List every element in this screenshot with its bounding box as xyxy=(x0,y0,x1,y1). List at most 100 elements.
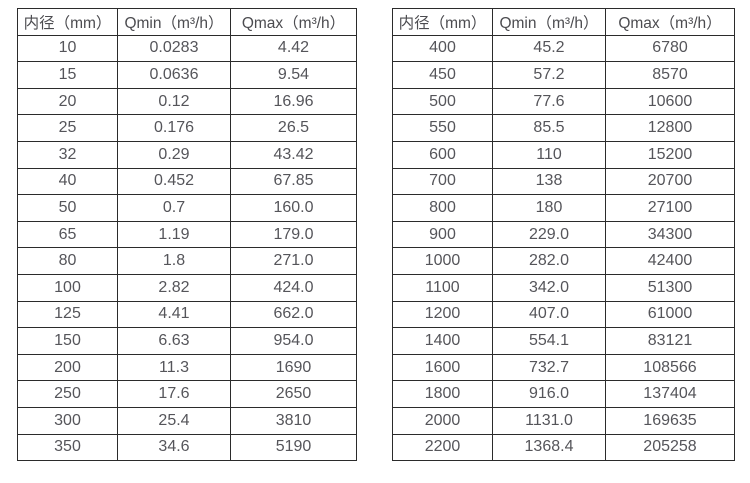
diameter-cell: 550 xyxy=(392,114,493,142)
qmin-cell: 342.0 xyxy=(492,273,606,302)
table-row: 2000 1131.0 169635 xyxy=(392,406,735,435)
diameter-cell: 250 xyxy=(17,380,118,408)
qmin-cell: 0.452 xyxy=(117,167,231,196)
qmin-cell: 0.0636 xyxy=(117,61,231,89)
diameter-cell: 200 xyxy=(17,353,118,382)
table-row: 40 0.452 67.85 xyxy=(17,167,357,196)
qmin-cell: 1.19 xyxy=(117,220,231,249)
qmax-cell: 179.0 xyxy=(230,220,357,249)
diameter-cell: 500 xyxy=(392,87,493,116)
table-row: 1000 282.0 42400 xyxy=(392,247,735,275)
table-row: 450 57.2 8570 xyxy=(392,61,735,89)
diameter-cell: 350 xyxy=(17,433,118,462)
col-header-qmax: Qmax（m³/h） xyxy=(605,8,735,36)
col-header-diameter: 内径（mm） xyxy=(17,8,118,36)
table-row: 500 77.6 10600 xyxy=(392,87,735,116)
qmax-cell: 662.0 xyxy=(230,300,357,329)
table-row: 80 1.8 271.0 xyxy=(17,247,357,275)
table-row: 1800 916.0 137404 xyxy=(392,380,735,408)
table-row: 65 1.19 179.0 xyxy=(17,220,357,249)
header-row: 内径（mm） Qmin（m³/h） Qmax（m³/h） xyxy=(17,8,357,36)
qmin-cell: 85.5 xyxy=(492,114,606,142)
qmin-cell: 6.63 xyxy=(117,327,231,355)
qmin-cell: 554.1 xyxy=(492,327,606,355)
diameter-cell: 1100 xyxy=(392,273,493,302)
diameter-cell: 50 xyxy=(17,194,118,222)
diameter-cell: 100 xyxy=(17,273,118,302)
qmax-cell: 160.0 xyxy=(230,194,357,222)
table-row: 20 0.12 16.96 xyxy=(17,87,357,116)
qmax-cell: 108566 xyxy=(605,353,735,382)
qmax-cell: 2650 xyxy=(230,380,357,408)
table-row: 250 17.6 2650 xyxy=(17,380,357,408)
qmin-cell: 1.8 xyxy=(117,247,231,275)
diameter-cell: 900 xyxy=(392,220,493,249)
qmax-cell: 27100 xyxy=(605,194,735,222)
qmax-cell: 205258 xyxy=(605,433,735,462)
diameter-cell: 2200 xyxy=(392,433,493,462)
qmin-cell: 1368.4 xyxy=(492,433,606,462)
qmin-cell: 34.6 xyxy=(117,433,231,462)
table-row: 125 4.41 662.0 xyxy=(17,300,357,329)
qmin-cell: 916.0 xyxy=(492,380,606,408)
qmin-cell: 282.0 xyxy=(492,247,606,275)
table-row: 15 0.0636 9.54 xyxy=(17,61,357,89)
table-row: 100 2.82 424.0 xyxy=(17,273,357,302)
qmax-cell: 12800 xyxy=(605,114,735,142)
diameter-cell: 80 xyxy=(17,247,118,275)
diameter-cell: 10 xyxy=(17,34,118,63)
qmin-cell: 11.3 xyxy=(117,353,231,382)
qmin-cell: 110 xyxy=(492,140,606,169)
diameter-cell: 700 xyxy=(392,167,493,196)
table-row: 400 45.2 6780 xyxy=(392,34,735,63)
table-row: 200 11.3 1690 xyxy=(17,353,357,382)
diameter-cell: 25 xyxy=(17,114,118,142)
table-row: 1200 407.0 61000 xyxy=(392,300,735,329)
diameter-cell: 300 xyxy=(17,406,118,435)
table-row: 10 0.0283 4.42 xyxy=(17,34,357,63)
flow-table-large-diameters: 内径（mm） Qmin（m³/h） Qmax（m³/h） 400 45.2 6780… xyxy=(392,8,735,462)
qmin-cell: 732.7 xyxy=(492,353,606,382)
table-row: 900 229.0 34300 xyxy=(392,220,735,249)
qmin-cell: 229.0 xyxy=(492,220,606,249)
qmin-cell: 4.41 xyxy=(117,300,231,329)
qmax-cell: 83121 xyxy=(605,327,735,355)
table-row: 1100 342.0 51300 xyxy=(392,273,735,302)
table-body: 10 0.0283 4.42 15 0.0636 9.54 20 0.12 16.96 25 0.1… xyxy=(17,34,357,462)
qmin-cell: 77.6 xyxy=(492,87,606,116)
qmin-cell: 180 xyxy=(492,194,606,222)
table-row: 300 25.4 3810 xyxy=(17,406,357,435)
qmax-cell: 424.0 xyxy=(230,273,357,302)
qmax-cell: 954.0 xyxy=(230,327,357,355)
table-row: 25 0.176 26.5 xyxy=(17,114,357,142)
diameter-cell: 1400 xyxy=(392,327,493,355)
diameter-cell: 1600 xyxy=(392,353,493,382)
qmin-cell: 57.2 xyxy=(492,61,606,89)
diameter-cell: 15 xyxy=(17,61,118,89)
diameter-cell: 32 xyxy=(17,140,118,169)
qmax-cell: 8570 xyxy=(605,61,735,89)
qmax-cell: 9.54 xyxy=(230,61,357,89)
table-row: 700 138 20700 xyxy=(392,167,735,196)
qmax-cell: 10600 xyxy=(605,87,735,116)
qmax-cell: 4.42 xyxy=(230,34,357,63)
qmax-cell: 6780 xyxy=(605,34,735,63)
diameter-cell: 65 xyxy=(17,220,118,249)
col-header-qmax: Qmax（m³/h） xyxy=(230,8,357,36)
qmin-cell: 45.2 xyxy=(492,34,606,63)
qmax-cell: 34300 xyxy=(605,220,735,249)
diameter-cell: 1800 xyxy=(392,380,493,408)
table-row: 550 85.5 12800 xyxy=(392,114,735,142)
qmin-cell: 138 xyxy=(492,167,606,196)
qmin-cell: 0.7 xyxy=(117,194,231,222)
diameter-cell: 450 xyxy=(392,61,493,89)
qmax-cell: 42400 xyxy=(605,247,735,275)
qmax-cell: 15200 xyxy=(605,140,735,169)
col-header-diameter: 内径（mm） xyxy=(392,8,493,36)
col-header-qmin: Qmin（m³/h） xyxy=(492,8,606,36)
qmax-cell: 16.96 xyxy=(230,87,357,116)
qmax-cell: 271.0 xyxy=(230,247,357,275)
table-row: 350 34.6 5190 xyxy=(17,433,357,462)
qmax-cell: 67.85 xyxy=(230,167,357,196)
qmax-cell: 51300 xyxy=(605,273,735,302)
